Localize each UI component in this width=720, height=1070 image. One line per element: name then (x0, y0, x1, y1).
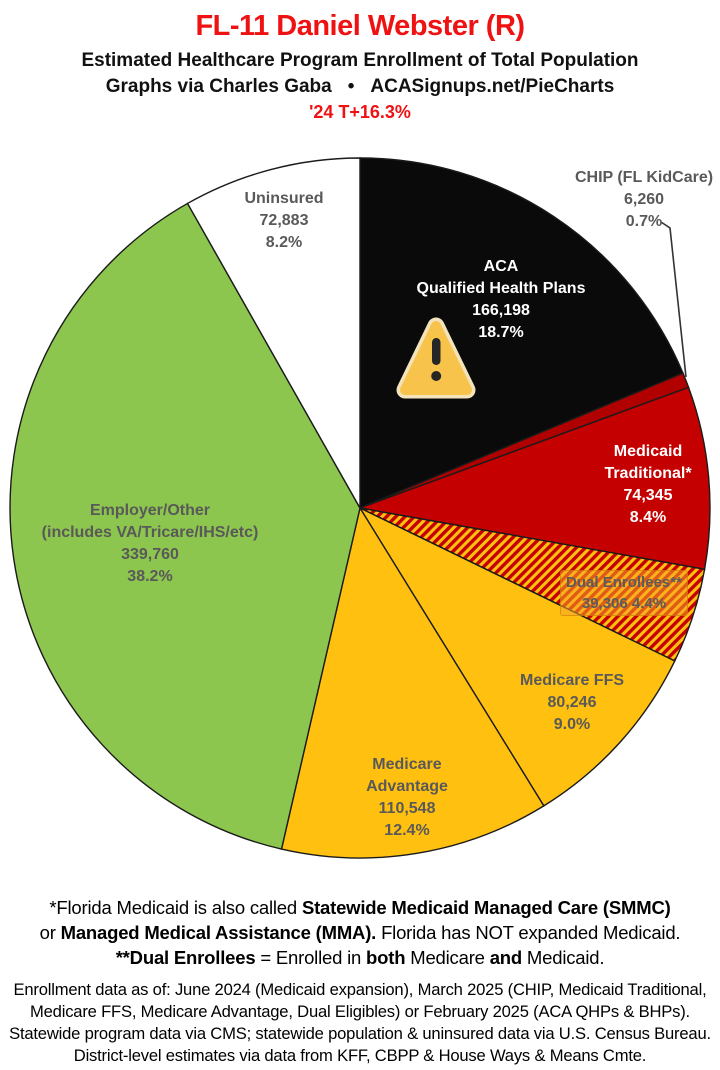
label-line: Qualified Health Plans (416, 280, 586, 297)
label-line: 0.7% (625, 213, 663, 230)
label-medicaid-traditional: Medicaid Traditional* 74,345 8.4% (604, 441, 691, 529)
label-line: 8.2% (265, 234, 303, 251)
footnote-line: District-level estimates via data from K… (73, 1046, 647, 1065)
pie-slice-uninsured (186, 157, 361, 511)
label-uninsured: Uninsured 72,883 8.2% (244, 188, 323, 254)
pie-slice-medicaid-traditional (357, 386, 711, 571)
label-line: 110,548 (378, 800, 436, 817)
label-line: 339,760 (121, 546, 179, 563)
dual-enrollees-label-box (560, 570, 688, 616)
trend-stat: '24 T+16.3% (309, 102, 411, 122)
footnote-line: **Dual Enrollees = Enrolled in both Medi… (115, 947, 605, 968)
label-chip: CHIP (FL KidCare) 6,260 0.7% (575, 167, 713, 233)
label-line: 166,198 (472, 302, 530, 319)
footnote-line: Enrollment data as of: June 2024 (Medica… (13, 980, 707, 999)
credit-site: ACASignups.net/PieCharts (370, 76, 615, 97)
label-line: Medicaid (613, 443, 683, 460)
label-dual-enrollees: Dual Enrollees** 39,306 4.4% (566, 572, 682, 614)
footnote-line: Statewide program data via CMS; statewid… (9, 1024, 711, 1043)
pie-slice-medicare-advantage (280, 506, 545, 859)
label-line: ACA (483, 258, 519, 275)
footnote-line: *Florida Medicaid is also called Statewi… (49, 897, 671, 918)
label-line: 6,260 (623, 191, 665, 208)
label-aca-qhp: ACA Qualified Health Plans 166,198 18.7% (417, 256, 586, 344)
label-line: Employer/Other (89, 502, 211, 519)
page-title: FL-11 Daniel Webster (R) (195, 10, 525, 42)
label-line: (includes VA/Tricare/IHS/etc) (41, 524, 259, 541)
credit-author: Graphs via Charles Gaba (105, 76, 332, 97)
chart-subtitle: Estimated Healthcare Program Enrollment … (81, 50, 639, 71)
label-line: 12.4% (384, 822, 430, 839)
label-line: Medicare (372, 756, 442, 773)
label-line: 74,345 (623, 487, 673, 504)
credit-line: Graphs via Charles Gaba • ACASignups.net… (0, 76, 720, 98)
label-line: 39,306 4.4% (581, 595, 667, 612)
label-medicare-advantage: Medicare Advantage 110,548 12.4% (366, 754, 448, 842)
label-line: Dual Enrollees** (566, 574, 682, 591)
footnote-sources: Enrollment data as of: June 2024 (Medica… (0, 979, 720, 1067)
label-medicare-ffs: Medicare FFS 80,246 9.0% (520, 670, 624, 736)
label-line: 72,883 (259, 212, 309, 229)
label-line: 9.0% (553, 716, 591, 733)
footnote-line: or Managed Medical Assistance (MMA). Flo… (39, 922, 681, 943)
label-line: Advantage (366, 778, 448, 795)
footnote-line: Medicare FFS, Medicare Advantage, Dual E… (30, 1002, 690, 1021)
label-line: CHIP (FL KidCare) (574, 169, 714, 186)
bullet-separator-icon: • (347, 76, 355, 97)
label-line: Medicare FFS (519, 672, 625, 689)
label-line: 80,246 (547, 694, 597, 711)
pie-slice-medicare-ffs (358, 506, 676, 807)
footnote-medicaid: *Florida Medicaid is also called Statewi… (0, 895, 720, 970)
label-line: Traditional* (604, 465, 692, 482)
label-employer-other: Employer/Other (includes VA/Tricare/IHS/… (42, 500, 259, 588)
label-line: 38.2% (127, 568, 173, 585)
label-line: 8.4% (629, 509, 667, 526)
label-line: 18.7% (478, 324, 524, 341)
label-line: Uninsured (244, 190, 324, 207)
pie-slice-employer-other-includes-va-tricare-ihs-etc (9, 202, 361, 850)
